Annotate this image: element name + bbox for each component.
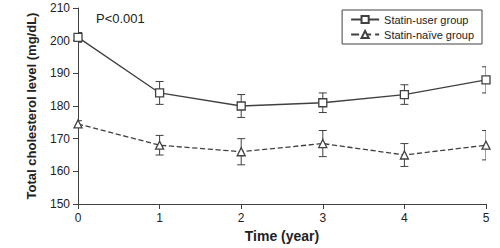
svg-text:210: 210 <box>50 1 70 15</box>
svg-text:160: 160 <box>50 164 70 178</box>
svg-text:Time (year): Time (year) <box>245 228 319 244</box>
svg-text:P<0.001: P<0.001 <box>96 11 145 26</box>
svg-text:Total cholesterol level (mg/dL: Total cholesterol level (mg/dL) <box>24 13 39 200</box>
svg-text:Statin-user group: Statin-user group <box>384 14 468 26</box>
svg-text:200: 200 <box>50 34 70 48</box>
svg-text:Statin-naïve group: Statin-naïve group <box>384 29 474 41</box>
svg-text:150: 150 <box>50 197 70 211</box>
svg-text:0: 0 <box>75 211 82 225</box>
svg-text:170: 170 <box>50 132 70 146</box>
svg-text:5: 5 <box>483 211 490 225</box>
svg-text:2: 2 <box>238 211 245 225</box>
svg-text:1: 1 <box>156 211 163 225</box>
svg-text:180: 180 <box>50 99 70 113</box>
svg-text:4: 4 <box>401 211 408 225</box>
svg-text:3: 3 <box>319 211 326 225</box>
svg-text:190: 190 <box>50 66 70 80</box>
